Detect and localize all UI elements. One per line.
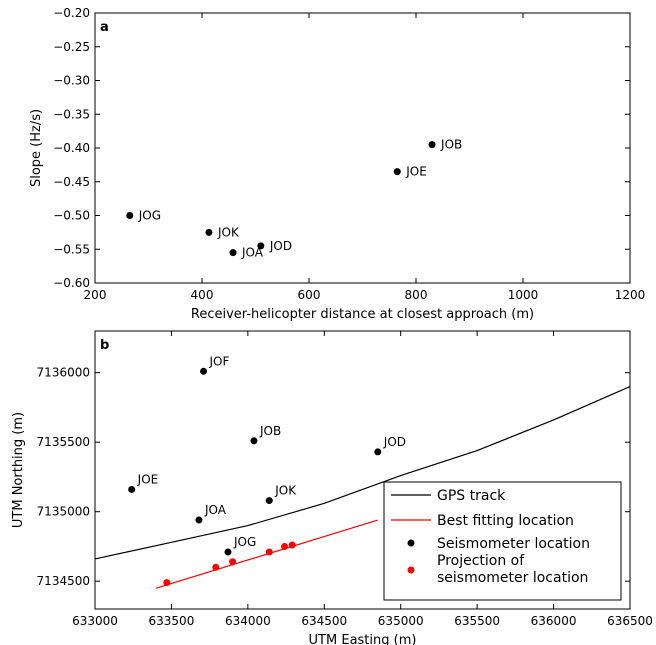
y-tick-label: −0.25 [53, 40, 90, 54]
x-tick-label: 633500 [149, 614, 195, 628]
data-point [265, 497, 273, 505]
point-label: JOK [274, 484, 297, 498]
data-point [200, 367, 208, 375]
data-point [229, 558, 237, 566]
x-tick-label: 1200 [615, 288, 646, 302]
legend-point-swatch [407, 539, 415, 547]
data-point [374, 448, 382, 456]
panel-a-scatter-chart: 200 400 600 800 1000 1200 −0.60 −0.55 −0.50 −0.45… [29, 6, 645, 322]
y-tick-label: −0.50 [53, 209, 90, 223]
panel-label: b [100, 338, 109, 353]
point-label: JOG [138, 209, 161, 223]
plot-frame [94, 330, 631, 610]
legend-box [383, 481, 622, 601]
legend-entry: Seismometer location [437, 536, 590, 552]
data-point [195, 516, 203, 524]
y-tick-label: −0.60 [53, 276, 90, 290]
x-tick-label: 636500 [607, 614, 653, 628]
y-tick-label: −0.55 [53, 242, 90, 256]
series-line-0 [94, 386, 631, 560]
point-label: JOG [233, 535, 256, 549]
x-tick-label: 636000 [531, 614, 577, 628]
data-point [224, 548, 232, 556]
x-tick-label: 400 [191, 288, 214, 302]
y-tick-label: 7136000 [37, 366, 90, 380]
x-tick-label: 634500 [301, 614, 347, 628]
y-tick-label: −0.35 [53, 107, 90, 121]
data-point [212, 563, 220, 571]
x-tick-label: 635000 [378, 614, 424, 628]
point-label: JOB [259, 424, 281, 438]
data-point [428, 141, 436, 149]
point-label: JOD [269, 239, 292, 253]
x-tick-label: 200 [84, 288, 107, 302]
x-tick-label: 635500 [454, 614, 500, 628]
plot-frame [94, 12, 631, 284]
point-label: JOD [383, 435, 406, 449]
data-point [205, 228, 213, 236]
y-tick-label: 7135500 [37, 435, 90, 449]
y-tick-label: −0.45 [53, 175, 90, 189]
point-label: JOF [209, 354, 230, 368]
data-point [288, 541, 296, 549]
point-label: JOA [204, 503, 227, 517]
legend-entry: Best fitting location [437, 513, 574, 529]
point-label: JOA [241, 246, 264, 260]
panel-label: a [100, 20, 109, 35]
legend-entry: GPS track [437, 488, 506, 504]
data-point [393, 168, 401, 176]
x-tick-label: 800 [405, 288, 428, 302]
y-tick-label: 7134500 [37, 574, 90, 588]
x-tick-label: 634000 [225, 614, 271, 628]
legend-entry: Projection of seismometer location [437, 553, 588, 586]
legend-point-swatch [407, 566, 415, 574]
point-label: JOK [217, 225, 240, 239]
data-point [281, 542, 289, 550]
y-tick-label: 7135000 [37, 505, 90, 519]
data-point [229, 249, 237, 257]
point-label: JOB [440, 138, 462, 152]
x-axis-label: UTM Easting (m) [309, 633, 417, 645]
x-tick-label: 1000 [508, 288, 539, 302]
x-tick-label: 600 [298, 288, 321, 302]
data-point [250, 437, 258, 445]
data-point [163, 579, 171, 587]
point-label: JOE [405, 165, 427, 179]
panel-b-map-chart: 633000 633500 634000 634500 635000 635500 6360… [11, 330, 653, 645]
x-tick-label: 633000 [72, 614, 118, 628]
point-label: JOE [137, 472, 159, 486]
y-tick-label: −0.30 [53, 74, 90, 88]
data-point [257, 242, 265, 250]
y-tick-label: −0.20 [53, 6, 90, 20]
data-point [128, 485, 136, 493]
data-point [126, 212, 134, 219]
data-point [265, 548, 273, 556]
y-tick-label: −0.40 [53, 141, 90, 155]
x-axis-label: Receiver-helicopter distance at closest … [191, 307, 534, 322]
y-axis-label: UTM Northing (m) [11, 412, 26, 528]
y-axis-label: Slope (Hz/s) [29, 109, 44, 187]
